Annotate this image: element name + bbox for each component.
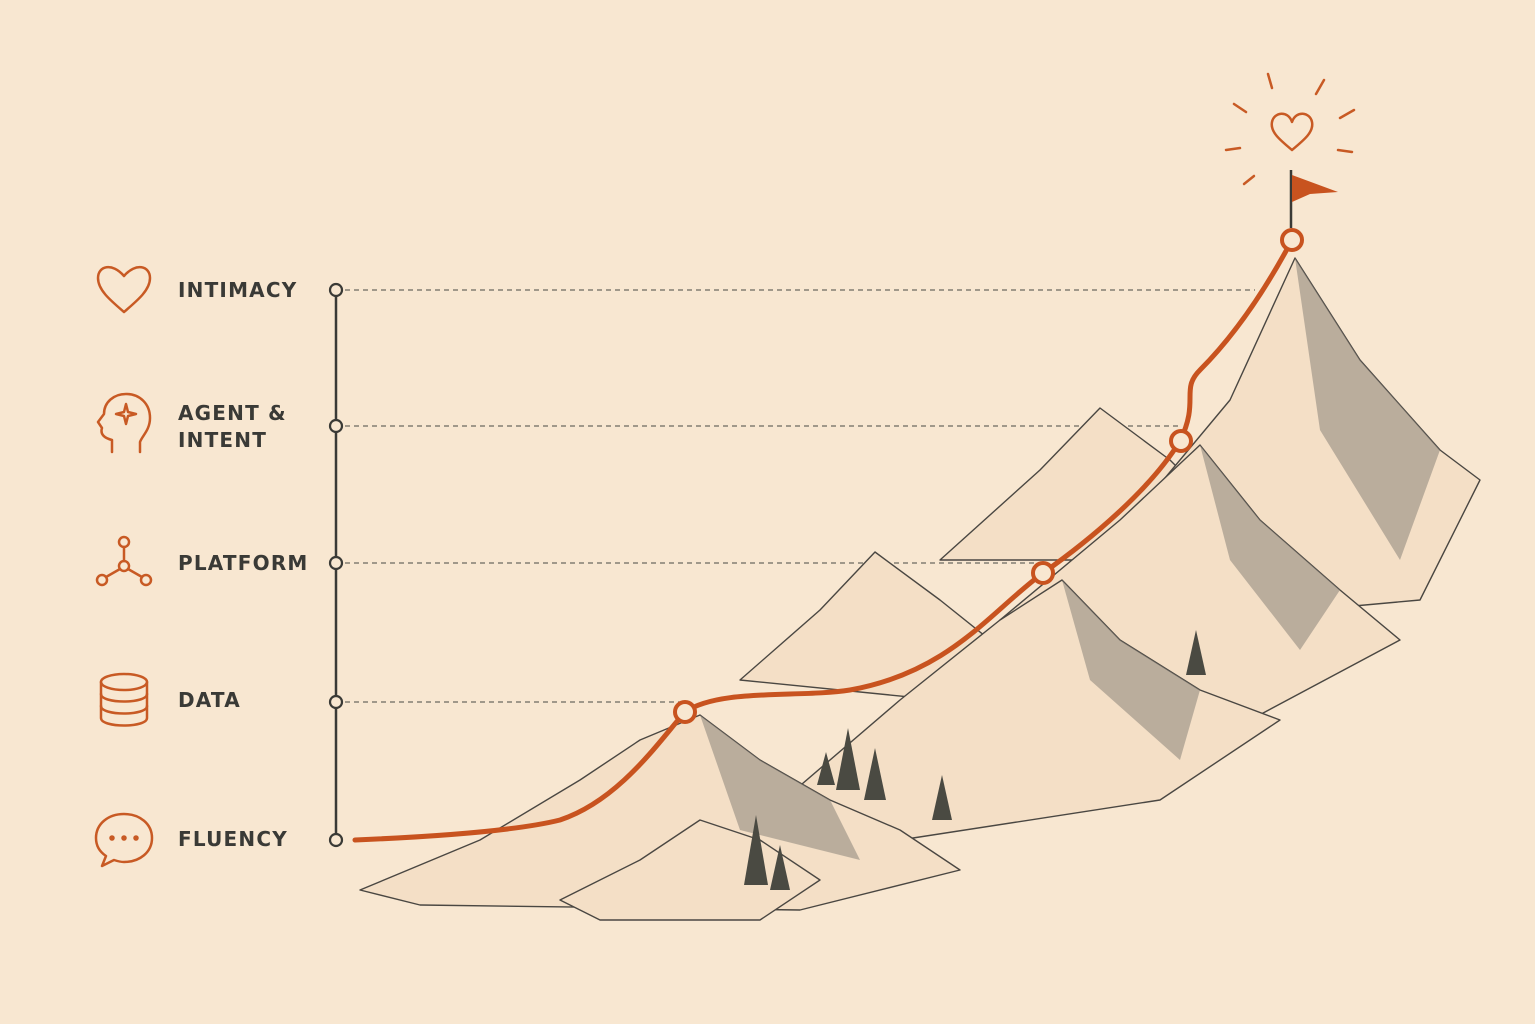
level-label: PLATFORM xyxy=(178,551,309,575)
level-label: INTIMACY xyxy=(178,278,298,302)
icon-network xyxy=(95,535,153,587)
summit-heart xyxy=(1270,112,1314,152)
flag xyxy=(1292,175,1338,202)
icon-head xyxy=(96,392,152,454)
trees xyxy=(744,630,1206,890)
axis-nodes xyxy=(328,282,344,848)
rays xyxy=(1224,72,1356,186)
route-nodes xyxy=(673,228,1304,724)
icon-chat xyxy=(94,812,154,868)
icon-heart xyxy=(96,266,152,314)
level-label: FLUENCY xyxy=(178,827,288,851)
icon-database xyxy=(99,672,149,727)
level-label: DATA xyxy=(178,688,241,712)
guides xyxy=(345,289,1255,703)
route xyxy=(352,237,1295,843)
level-label: AGENT & INTENT xyxy=(178,401,287,452)
mountains xyxy=(359,257,1481,921)
